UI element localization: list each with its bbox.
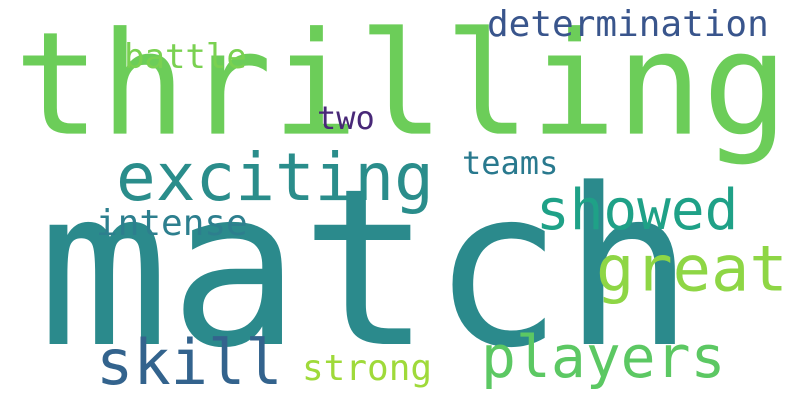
word-teams: teams	[462, 144, 559, 182]
word-match: match	[38, 143, 695, 396]
word-battle: battle	[124, 37, 247, 77]
word-intense: intense	[96, 203, 248, 244]
word-thrilling: thrilling	[14, 1, 789, 169]
word-skill: skill	[96, 326, 283, 399]
word-great: great	[596, 233, 788, 307]
word-determination: determination	[487, 4, 769, 45]
word-strong: strong	[302, 348, 433, 389]
word-showed: showed	[536, 178, 739, 243]
word-exciting: exciting	[116, 139, 434, 216]
word-two: two	[317, 99, 375, 137]
word-players: players	[481, 323, 726, 391]
